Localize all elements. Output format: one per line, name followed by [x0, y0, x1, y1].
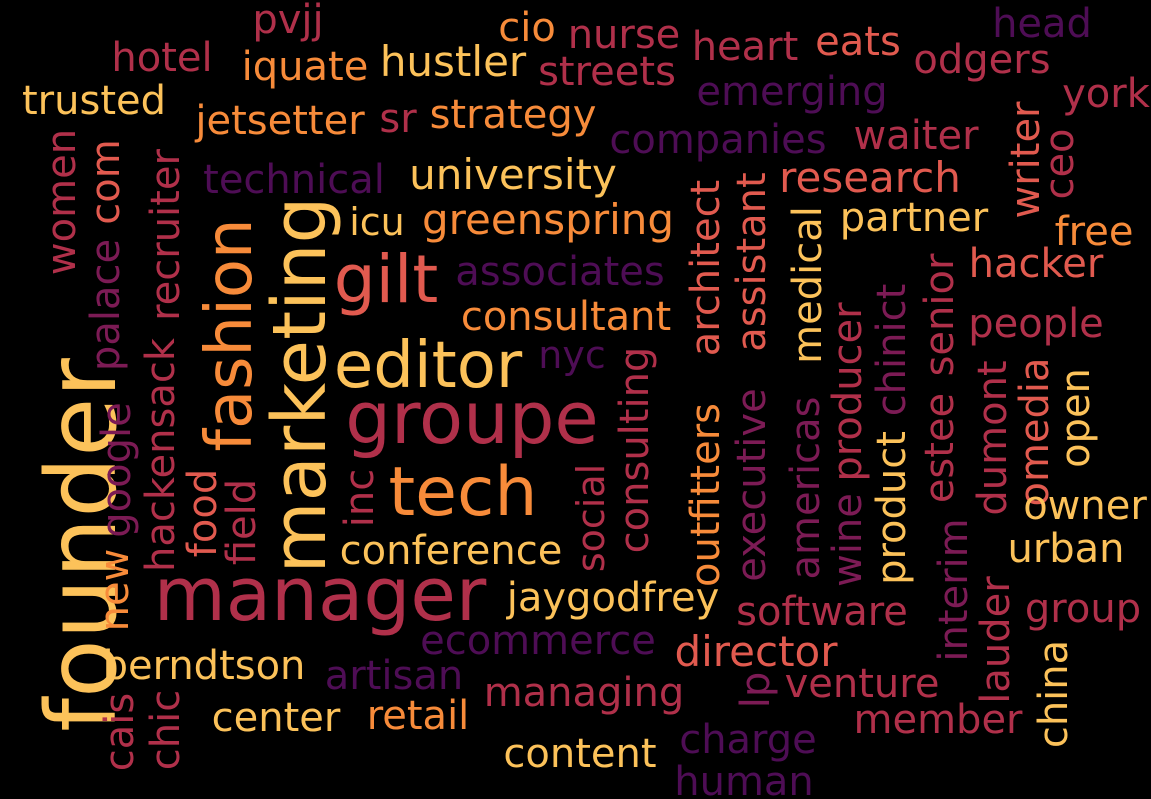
word-charge: charge: [679, 717, 817, 763]
word-iquate: iquate: [241, 44, 369, 90]
word-manager: manager: [153, 552, 487, 638]
word-member: member: [853, 697, 1023, 743]
word-eats: eats: [815, 19, 901, 65]
word-cais: cais: [97, 692, 143, 772]
word-inc: inc: [337, 468, 383, 528]
word-gilt: gilt: [333, 241, 439, 318]
word-software: software: [736, 589, 908, 635]
word-lp: lp: [733, 671, 779, 709]
word-university: university: [409, 150, 617, 199]
word-google: google: [94, 402, 140, 538]
word-partner: partner: [839, 195, 989, 241]
word-consulting: consulting: [612, 346, 658, 554]
word-recruiter: recruiter: [143, 149, 189, 321]
word-producer: producer: [825, 302, 871, 482]
word-dumont: dumont: [970, 360, 1016, 516]
word-product: product: [869, 431, 915, 585]
word-nyc: nyc: [538, 333, 606, 377]
word-venture: venture: [784, 661, 940, 707]
word-jaygodfrey: jaygodfrey: [506, 575, 720, 621]
word-estee: estee: [917, 392, 963, 504]
word-conference: conference: [339, 528, 563, 574]
word-hackensack: hackensack: [138, 337, 184, 573]
word-new: new: [92, 548, 138, 632]
word-cio: cio: [498, 5, 556, 51]
word-owner: owner: [1023, 483, 1147, 529]
word-women: women: [39, 128, 85, 276]
word-streets: streets: [538, 49, 676, 95]
word-waiter: waiter: [853, 113, 979, 159]
word-heart: heart: [691, 24, 799, 70]
word-food: food: [180, 468, 226, 558]
word-research: research: [779, 153, 961, 202]
word-open: open: [1053, 368, 1099, 468]
word-emerging: emerging: [696, 69, 888, 115]
word-field: field: [219, 478, 265, 566]
word-content: content: [503, 731, 657, 777]
word-strategy: strategy: [429, 92, 597, 138]
word-executive: executive: [729, 388, 775, 582]
word-social: social: [569, 463, 613, 573]
word-associates: associates: [455, 249, 665, 295]
word-wine: wine: [825, 493, 871, 587]
word-medical: medical: [785, 206, 831, 364]
word-tech: tech: [388, 453, 538, 532]
word-china: china: [1031, 639, 1077, 749]
word-managing: managing: [483, 670, 685, 716]
word-berndtson: berndtson: [102, 643, 306, 689]
word-icu: icu: [349, 200, 405, 244]
word-york: york: [1062, 71, 1150, 117]
word-head: head: [992, 1, 1092, 47]
word-ceo: ceo: [1037, 128, 1083, 200]
word-pvjj: pvjj: [252, 0, 324, 43]
word-editor: editor: [333, 329, 523, 403]
word-free: free: [1054, 209, 1134, 255]
word-groupe: groupe: [345, 376, 599, 460]
word-americas: americas: [783, 396, 829, 580]
word-hacker: hacker: [968, 241, 1104, 287]
word-urban: urban: [1007, 526, 1125, 572]
word-palace: palace: [83, 238, 129, 372]
word-sr: sr: [379, 96, 417, 142]
word-technical: technical: [203, 157, 385, 203]
word-people: people: [968, 301, 1104, 347]
word-outfitters: outfitters: [683, 403, 729, 587]
word-chinict: chinict: [869, 283, 915, 417]
word-architect: architect: [683, 179, 729, 357]
word-chic: chic: [143, 689, 189, 771]
word-greenspring: greenspring: [421, 195, 675, 244]
word-retail: retail: [366, 693, 470, 739]
word-hustler: hustler: [379, 37, 527, 86]
word-interim: interim: [931, 518, 977, 662]
word-nurse: nurse: [567, 12, 681, 58]
word-director: director: [674, 627, 838, 676]
word-com: com: [83, 139, 129, 225]
word-senior: senior: [917, 253, 963, 377]
word-fashion: fashion: [193, 218, 267, 452]
word-jetsetter: jetsetter: [195, 98, 365, 144]
word-center: center: [211, 695, 341, 741]
word-human: human: [674, 759, 814, 799]
word-assistant: assistant: [729, 172, 775, 352]
word-marketing: marketing: [257, 196, 343, 574]
word-ecommerce: ecommerce: [420, 618, 656, 664]
word-trusted: trusted: [21, 78, 167, 124]
word-artisan: artisan: [324, 653, 464, 699]
word-companies: companies: [609, 117, 827, 163]
word-lauder: lauder: [973, 576, 1019, 704]
word-hotel: hotel: [111, 35, 213, 81]
word-odgers: odgers: [913, 37, 1051, 83]
word-group: group: [1024, 586, 1142, 632]
word-consultant: consultant: [460, 294, 672, 340]
